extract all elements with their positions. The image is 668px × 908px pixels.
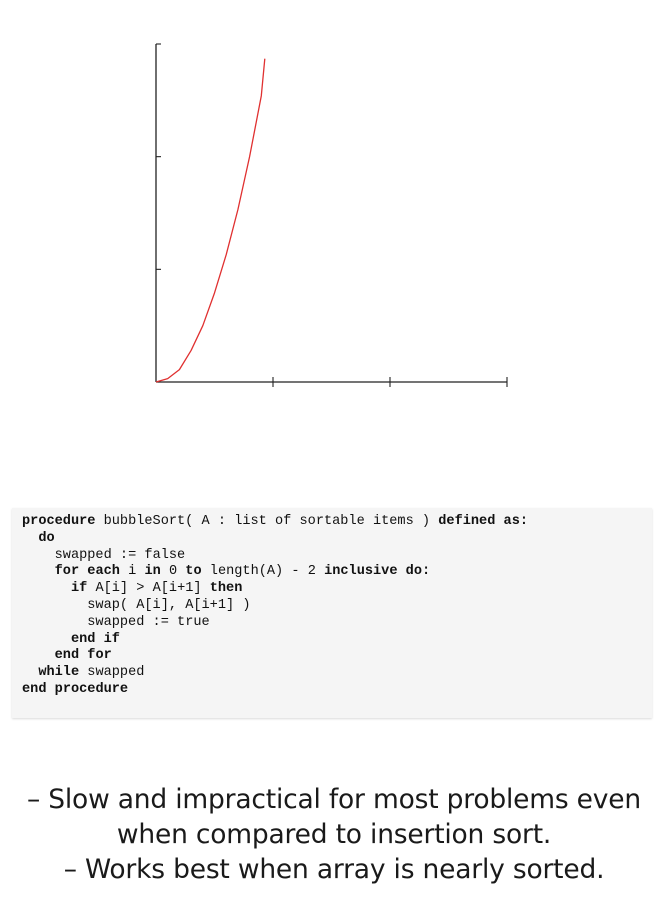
code-line: for each i in 0 to length(A) - 2 inclusi… <box>54 564 431 580</box>
complexity-plot <box>155 43 508 387</box>
note-line-1: – Slow and impractical for most problems… <box>27 784 641 815</box>
pseudocode-block: procedure bubbleSort( A : list of sortab… <box>12 508 652 718</box>
note-line-3: – Works best when array is nearly sorted… <box>63 854 605 885</box>
plot-axes <box>155 43 508 387</box>
code-line: end for <box>54 648 112 664</box>
code-line: procedure bubbleSort( A : list of sortab… <box>22 514 529 529</box>
code-line: while swapped <box>38 665 145 681</box>
plot-series <box>155 58 266 383</box>
note-line-2: when compared to insertion sort. <box>116 819 552 850</box>
code-line: end procedure <box>22 681 129 697</box>
pseudocode-text: procedure bubbleSort( A : list of sortab… <box>12 508 652 699</box>
code-line: swapped := true <box>87 614 210 630</box>
series-line-0 <box>155 58 266 383</box>
code-line: swap( A[i], A[i+1] ) <box>87 597 251 613</box>
code-line: if A[i] > A[i+1] then <box>70 581 243 597</box>
code-line: swapped := false <box>54 547 186 563</box>
code-line: do <box>38 530 55 546</box>
code-line: end if <box>70 631 120 647</box>
notes: – Slow and impractical for most problems… <box>0 782 668 887</box>
